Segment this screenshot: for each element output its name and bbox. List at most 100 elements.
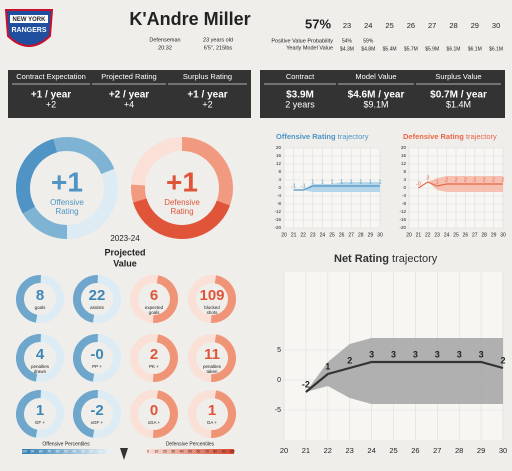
- stat-label: drawn: [34, 369, 47, 374]
- title-bold: Net Rating: [334, 253, 389, 265]
- trajectory-line: [293, 185, 380, 191]
- y-tick-label: 12: [401, 161, 407, 166]
- stat-label: goals: [149, 310, 161, 315]
- model-value: $4.3M: [340, 46, 354, 52]
- stat-ring-accent: [16, 334, 64, 382]
- chart-title: Defensive Rating trajectory: [403, 132, 497, 141]
- stat-label: goals: [35, 305, 47, 310]
- box-title: Surplus Value: [435, 72, 481, 81]
- box-per-year: +2 / year: [109, 90, 149, 101]
- box-total: $1.4M: [446, 99, 471, 109]
- prob-label: Positive Value Probability: [271, 38, 333, 44]
- x-tick-label: 22: [300, 232, 306, 238]
- stat-value: 11: [204, 346, 220, 363]
- year: 28: [449, 21, 457, 30]
- y-tick-label: 16: [276, 153, 282, 158]
- scale-label: 10: [98, 449, 102, 453]
- stat-label: blocked: [204, 305, 220, 310]
- title-rest: trajectory: [336, 132, 369, 141]
- value-label: 1: [378, 179, 381, 185]
- box-title: Surplus Rating: [183, 72, 232, 81]
- scale-label: 20: [89, 449, 93, 453]
- stat-value: 2: [150, 346, 158, 363]
- y-tick-label: 8: [278, 169, 281, 174]
- value-label: 2: [500, 355, 505, 365]
- season: 2023-24: [110, 234, 140, 243]
- scale-label: 90: [30, 449, 34, 453]
- scale-label: 80: [213, 449, 217, 453]
- value-label: 2: [464, 177, 467, 183]
- scale-label: 20: [163, 449, 167, 453]
- value-label: 1: [321, 179, 324, 185]
- stat-label: xGF +: [91, 420, 104, 425]
- x-tick-label: 28: [455, 446, 463, 455]
- y-tick-label: 12: [276, 161, 282, 166]
- player-name: K'Andre Miller: [129, 9, 250, 29]
- x-tick-label: 28: [358, 232, 364, 238]
- legend-icon: [120, 448, 128, 460]
- model-value: $6.1M: [447, 46, 461, 52]
- stat-label: PK +: [149, 364, 159, 369]
- projected-title: Projected: [104, 247, 145, 257]
- year: 26: [407, 21, 415, 30]
- rating-label: Offensive: [50, 198, 84, 207]
- value-label: 1: [369, 179, 372, 185]
- value-label: 2: [454, 177, 457, 183]
- x-tick-label: 20: [406, 232, 412, 238]
- box-title: Model Value: [355, 72, 396, 81]
- value-label: -1: [291, 183, 296, 189]
- logo-text: RANGERS: [11, 27, 46, 34]
- scale-label: 0: [107, 449, 109, 453]
- rating-box: [8, 70, 251, 118]
- stat-label: penalties: [31, 364, 50, 369]
- trajectory-line: [418, 181, 503, 189]
- stat-ring-accent: [130, 334, 178, 382]
- value-label: 2: [492, 177, 495, 183]
- stat-ring-accent: [16, 275, 64, 323]
- stat-label: PP +: [92, 364, 102, 369]
- stat-label: expected: [145, 305, 164, 310]
- stat-label: taken: [206, 369, 218, 374]
- value-label: Yearly Model Value: [286, 45, 333, 51]
- box-title: Projected Rating: [101, 72, 156, 81]
- y-tick-label: 20: [276, 145, 282, 150]
- model-value: $6.1M: [489, 46, 503, 52]
- x-tick-label: 29: [477, 446, 485, 455]
- value-label: 2: [445, 177, 448, 183]
- scale-label: 70: [205, 449, 209, 453]
- scale-label: 40: [180, 449, 184, 453]
- model-value: $6.1M: [468, 46, 482, 52]
- y-tick-label: -5: [275, 407, 281, 414]
- y-tick-label: -8: [402, 201, 406, 206]
- stat-value: -0: [90, 346, 103, 363]
- x-tick-label: 28: [481, 232, 487, 238]
- x-tick-label: 29: [491, 232, 497, 238]
- x-tick-label: 25: [389, 446, 397, 455]
- stat-ring-accent: [188, 390, 236, 438]
- model-value: $5.7M: [404, 46, 418, 52]
- y-tick-label: 5: [277, 347, 281, 354]
- chart-title: Net Rating trajectory: [334, 253, 438, 265]
- x-tick-label: 23: [434, 232, 440, 238]
- x-tick-label: 24: [367, 446, 375, 455]
- box-total: +2: [46, 99, 56, 109]
- x-tick-label: 21: [416, 232, 422, 238]
- x-tick-label: 27: [348, 232, 354, 238]
- scale-label: 10: [154, 449, 158, 453]
- model-value: $5.4M: [383, 46, 397, 52]
- stat-ring-accent: [130, 275, 178, 323]
- x-tick-label: 25: [453, 232, 459, 238]
- y-tick-label: 16: [401, 153, 407, 158]
- x-tick-label: 23: [346, 446, 354, 455]
- probability: 54%: [342, 38, 353, 44]
- stat-value: 8: [36, 287, 44, 304]
- box-total: +4: [124, 99, 134, 109]
- stat-ring-accent: [73, 275, 121, 323]
- stat-ring-accent: [73, 334, 121, 382]
- value-label: 3: [479, 349, 484, 359]
- title-bold: Offensive Rating: [276, 132, 336, 141]
- scale-label: 100: [21, 449, 27, 453]
- stat-label: GA +: [207, 420, 218, 425]
- x-tick-label: 30: [377, 232, 383, 238]
